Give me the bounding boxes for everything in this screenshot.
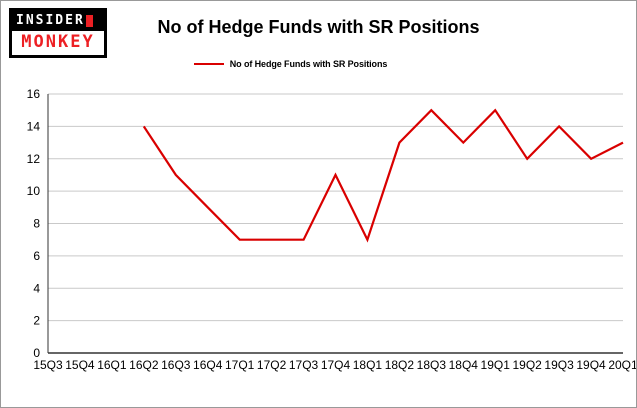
x-tick-label: 19Q1 [481,358,511,372]
x-tick-label: 15Q4 [65,358,95,372]
x-tick-label: 19Q3 [544,358,574,372]
legend-entry: No of Hedge Funds with SR Positions [193,59,388,69]
y-tick-label: 16 [27,87,41,101]
legend-line-swatch [193,63,224,65]
x-tick-label: 16Q2 [129,358,159,372]
x-tick-label: 19Q2 [512,358,542,372]
series-line [142,108,624,243]
y-tick-label: 14 [27,119,41,133]
x-tick-label: 16Q4 [193,358,223,372]
y-tick-label: 0 [33,346,40,360]
x-tick-label: 16Q1 [97,358,127,372]
x-tick-label: 17Q2 [257,358,287,372]
legend: No of Hedge Funds with SR Positions [1,59,636,69]
y-tick-label: 6 [33,249,40,263]
x-tick-label: 18Q1 [353,358,383,372]
logo-cursor-icon [85,14,93,27]
x-tick-label: 18Q4 [449,358,479,372]
logo-insider-text: INSIDER [16,13,85,28]
y-tick-label: 4 [33,281,40,295]
x-tick-label: 16Q3 [161,358,191,372]
x-tick-label: 18Q2 [385,358,415,372]
x-tick-label: 20Q1 [608,358,637,372]
x-tick-label: 15Q3 [33,358,63,372]
chart-title: No of Hedge Funds with SR Positions [157,17,480,37]
legend-label: No of Hedge Funds with SR Positions [229,59,388,69]
x-tick-label: 19Q4 [576,358,606,372]
logo-top-row: INSIDER [12,11,104,31]
y-tick-label: 10 [27,184,41,198]
logo-monkey-text: MONKEY [12,31,104,55]
x-tick-label: 18Q3 [417,358,447,372]
insider-monkey-logo: INSIDER MONKEY [9,8,107,58]
x-tick-label: 17Q3 [289,358,319,372]
x-tick-label: 17Q4 [321,358,351,372]
y-tick-label: 2 [33,314,40,328]
y-tick-label: 12 [27,152,41,166]
x-tick-label: 17Q1 [225,358,255,372]
y-tick-label: 8 [33,217,40,231]
